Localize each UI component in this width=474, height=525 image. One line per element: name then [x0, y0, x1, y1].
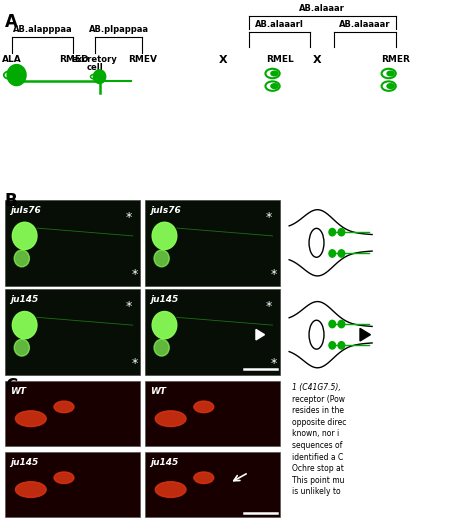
- Text: sequences of: sequences of: [292, 441, 342, 450]
- Ellipse shape: [194, 472, 214, 484]
- Text: B: B: [5, 192, 18, 209]
- Text: RMEL: RMEL: [266, 55, 293, 64]
- Circle shape: [152, 311, 177, 339]
- Text: is unlikely to: is unlikely to: [292, 487, 340, 496]
- Polygon shape: [256, 329, 264, 340]
- Text: 1 (C41G7.5),: 1 (C41G7.5),: [292, 383, 340, 392]
- Text: *: *: [271, 357, 277, 370]
- FancyBboxPatch shape: [145, 289, 280, 375]
- Text: ju145: ju145: [10, 458, 39, 467]
- FancyBboxPatch shape: [5, 200, 140, 286]
- Text: AB.alaaar: AB.alaaar: [300, 4, 345, 13]
- Circle shape: [154, 339, 169, 356]
- Ellipse shape: [155, 411, 186, 426]
- Text: WT: WT: [150, 387, 166, 396]
- Text: ju145: ju145: [150, 458, 179, 467]
- Text: This point mu: This point mu: [292, 476, 344, 485]
- Text: ALA: ALA: [2, 55, 22, 64]
- Text: known, nor i: known, nor i: [292, 429, 339, 438]
- Ellipse shape: [54, 472, 74, 484]
- Text: receptor (Pow: receptor (Pow: [292, 395, 345, 404]
- Text: *: *: [126, 211, 132, 224]
- Text: ju145: ju145: [10, 295, 39, 304]
- Text: ju145: ju145: [150, 295, 179, 304]
- Text: excretory: excretory: [72, 55, 118, 64]
- Text: RMEV: RMEV: [128, 55, 157, 64]
- Text: *: *: [131, 268, 137, 281]
- Ellipse shape: [271, 71, 278, 76]
- Text: AB.alaaaar: AB.alaaaar: [339, 20, 391, 29]
- Circle shape: [329, 342, 336, 349]
- Text: RMER: RMER: [382, 55, 410, 64]
- Circle shape: [329, 228, 336, 236]
- Ellipse shape: [194, 401, 214, 413]
- Text: X: X: [219, 55, 227, 65]
- Text: cell: cell: [86, 63, 103, 72]
- FancyBboxPatch shape: [145, 381, 280, 446]
- Circle shape: [14, 250, 29, 267]
- Text: Ochre stop at: Ochre stop at: [292, 464, 343, 473]
- FancyBboxPatch shape: [5, 452, 140, 517]
- Ellipse shape: [387, 83, 394, 89]
- FancyBboxPatch shape: [145, 200, 280, 286]
- Text: X: X: [313, 55, 322, 65]
- Circle shape: [14, 339, 29, 356]
- Text: opposite direc: opposite direc: [292, 418, 346, 427]
- Circle shape: [329, 250, 336, 257]
- Circle shape: [12, 311, 37, 339]
- Text: A: A: [5, 13, 18, 31]
- Circle shape: [338, 228, 345, 236]
- Text: AB.alapppaa: AB.alapppaa: [13, 25, 73, 34]
- Ellipse shape: [387, 71, 394, 76]
- Circle shape: [12, 222, 37, 249]
- Text: AB.plpappaa: AB.plpappaa: [89, 25, 148, 34]
- Text: *: *: [265, 300, 272, 313]
- Text: resides in the: resides in the: [292, 406, 344, 415]
- Circle shape: [152, 222, 177, 249]
- Circle shape: [329, 320, 336, 328]
- Circle shape: [338, 342, 345, 349]
- Circle shape: [7, 65, 26, 86]
- Text: *: *: [265, 211, 272, 224]
- Text: RMED: RMED: [59, 55, 88, 64]
- Text: AB.alaaarl: AB.alaaarl: [255, 20, 304, 29]
- Text: identified a C: identified a C: [292, 453, 343, 461]
- FancyBboxPatch shape: [5, 289, 140, 375]
- Ellipse shape: [54, 401, 74, 413]
- Text: *: *: [126, 300, 132, 313]
- Circle shape: [154, 250, 169, 267]
- Text: *: *: [271, 268, 277, 281]
- Ellipse shape: [15, 482, 46, 498]
- Circle shape: [338, 320, 345, 328]
- Text: C: C: [5, 377, 17, 395]
- FancyBboxPatch shape: [5, 381, 140, 446]
- Ellipse shape: [155, 482, 186, 498]
- Circle shape: [93, 70, 106, 83]
- Text: WT: WT: [10, 387, 27, 396]
- Polygon shape: [360, 329, 370, 341]
- Ellipse shape: [271, 83, 278, 89]
- Text: juIs76: juIs76: [10, 206, 41, 215]
- FancyBboxPatch shape: [145, 452, 280, 517]
- Ellipse shape: [15, 411, 46, 426]
- Circle shape: [338, 250, 345, 257]
- Text: *: *: [131, 357, 137, 370]
- Text: juIs76: juIs76: [150, 206, 181, 215]
